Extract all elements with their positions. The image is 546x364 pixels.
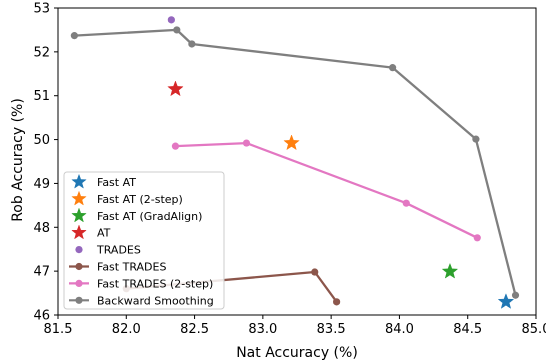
- legend-label: AT: [97, 227, 111, 240]
- y-tick-label: 50: [33, 133, 50, 148]
- data-point: [173, 26, 181, 34]
- x-axis-label: Nat Accuracy (%): [236, 345, 358, 361]
- legend-label: TRADES: [96, 244, 141, 257]
- legend-entry: TRADES: [75, 244, 141, 257]
- legend-label: Fast AT: [97, 176, 136, 189]
- legend-entry: AT: [71, 224, 111, 240]
- x-tick-label: 85.0: [522, 322, 546, 337]
- series-fast-trades-2-step: [171, 139, 481, 242]
- legend-swatch-marker: [75, 279, 83, 287]
- x-tick-label: 83.0: [248, 322, 277, 337]
- legend-label: Fast AT (2-step): [97, 193, 183, 206]
- x-tick-label: 82.0: [112, 322, 141, 337]
- data-point: [167, 16, 175, 24]
- data-point: [511, 291, 520, 299]
- star-point: [497, 293, 515, 309]
- legend-swatch-marker: [75, 246, 83, 254]
- legend-entry: Fast TRADES: [69, 261, 166, 274]
- legend-label: Backward Smoothing: [97, 294, 214, 307]
- series-fast-at-gradalign: [441, 262, 459, 279]
- plot-frame: [57, 7, 537, 316]
- y-tick-label: 48: [33, 221, 50, 236]
- legend-label: Fast TRADES: [97, 261, 166, 274]
- data-point: [473, 234, 481, 242]
- legend-swatch-marker: [71, 224, 87, 240]
- legend-swatch-marker: [71, 190, 87, 206]
- series-at: [167, 80, 184, 97]
- x-tick-label: 84.0: [385, 322, 414, 337]
- legend-entry: Fast TRADES (2-step): [69, 277, 213, 290]
- x-tick-label: 83.5: [317, 322, 346, 337]
- legend-swatch-marker: [71, 207, 87, 223]
- data-point: [311, 268, 319, 276]
- data-point: [402, 199, 410, 207]
- y-tick-label: 46: [33, 309, 50, 324]
- data-point: [188, 40, 196, 48]
- legend-box: [63, 171, 225, 310]
- star-point: [283, 134, 300, 151]
- legend-entry: Fast AT: [71, 173, 136, 189]
- data-point: [389, 64, 397, 72]
- series-backward-smoothing: [70, 26, 520, 299]
- legend-swatch-marker: [71, 173, 87, 189]
- y-tick-label: 47: [33, 265, 50, 280]
- y-tick-label: 53: [33, 2, 50, 17]
- y-axis-label: Rob Accuracy (%): [10, 98, 26, 222]
- legend-swatch-marker: [75, 262, 83, 271]
- x-tick-label: 82.5: [180, 322, 209, 337]
- y-tick-label: 51: [33, 89, 50, 104]
- data-point: [242, 139, 251, 147]
- y-tick-label: 52: [33, 45, 50, 60]
- legend-entry: Fast AT (2-step): [71, 190, 183, 206]
- data-point: [472, 135, 480, 143]
- star-point: [167, 80, 184, 97]
- data-point: [333, 298, 341, 306]
- y-tick-label: 49: [33, 177, 50, 192]
- x-tick-label: 84.5: [453, 322, 482, 337]
- legend-label: Fast TRADES (2-step): [97, 277, 213, 290]
- data-point: [70, 32, 78, 40]
- series-fast-at: [497, 293, 515, 309]
- plot-area: 81.5 82.0 82.5 83.0 83.5 84.0 84.5 85.0 46 47 48 49…: [33, 2, 546, 338]
- legend-entry: Backward Smoothing: [69, 294, 214, 307]
- series-line: [74, 28, 517, 296]
- legend-label: Fast AT (GradAlign): [97, 210, 202, 223]
- legend-swatch-marker: [75, 296, 83, 304]
- series-line: [175, 141, 478, 239]
- legend: Fast AT Fast AT (2-step) Fast AT (GradAlig…: [63, 171, 225, 310]
- legend-entry: Fast AT (GradAlign): [71, 207, 202, 223]
- data-point: [171, 142, 180, 150]
- star-point: [441, 262, 459, 279]
- series-trades: [167, 16, 175, 24]
- series-fast-at-2-step: [283, 134, 300, 151]
- x-tick-label: 81.5: [44, 322, 73, 337]
